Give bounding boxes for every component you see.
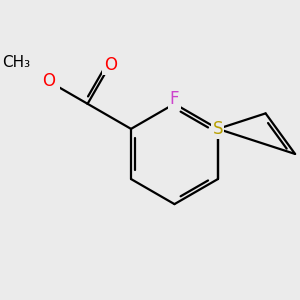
Text: O: O (104, 56, 117, 74)
Text: F: F (170, 89, 179, 107)
Text: S: S (213, 120, 223, 138)
Text: CH₃: CH₃ (2, 55, 30, 70)
Text: O: O (42, 72, 55, 90)
